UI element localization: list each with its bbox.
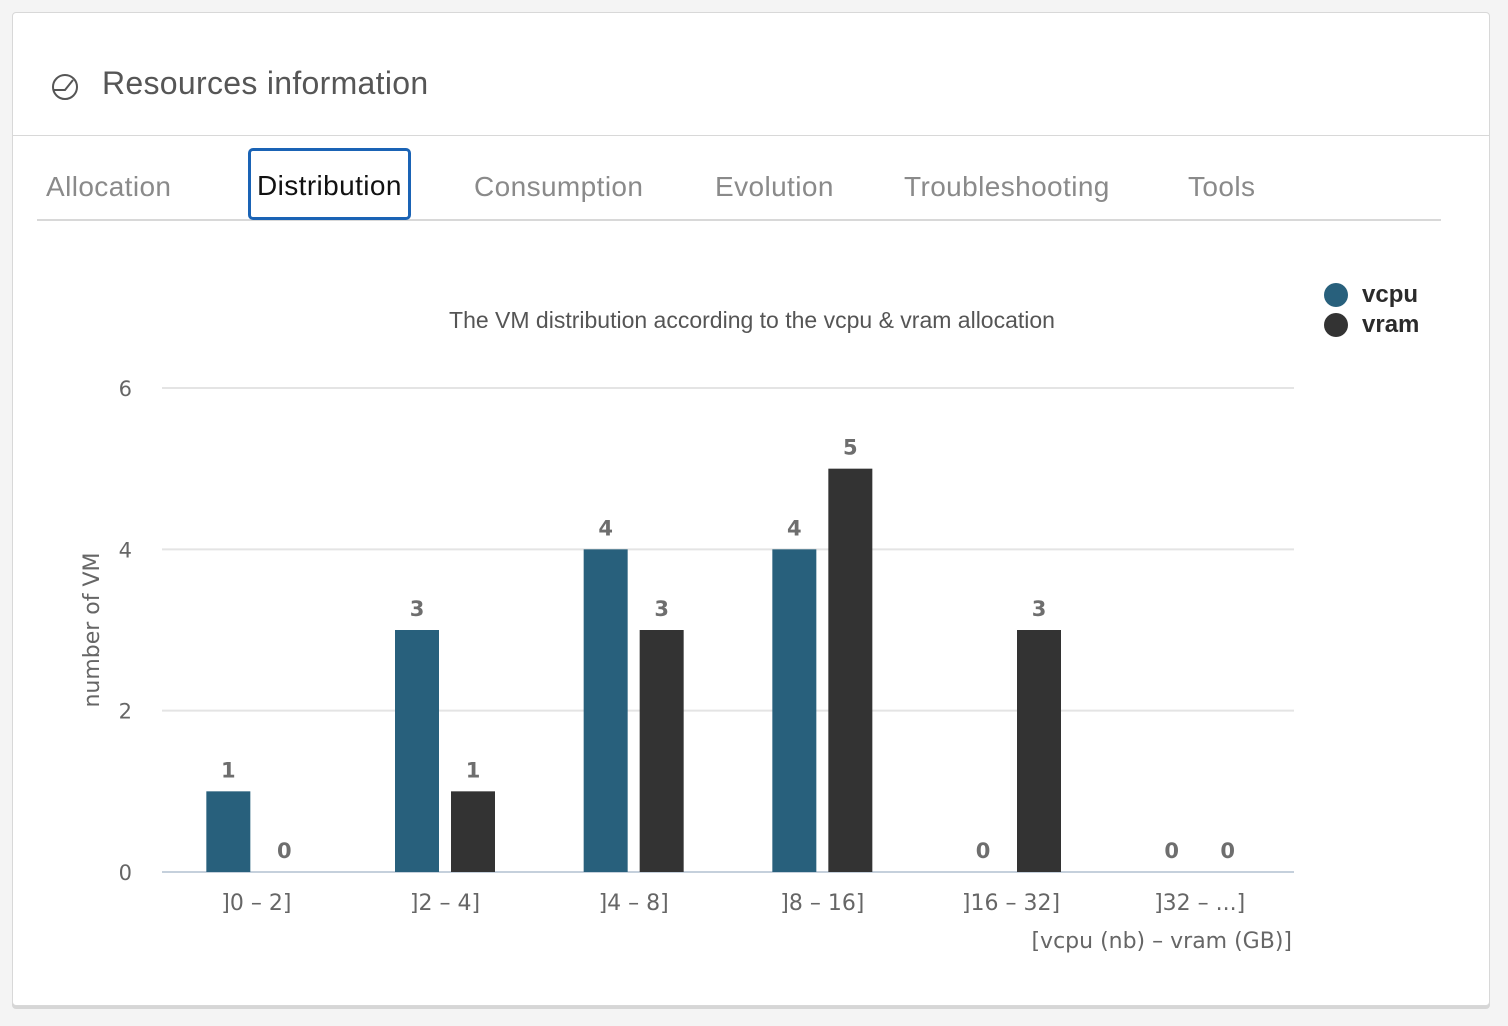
data-label-vram: 1 xyxy=(466,758,481,782)
legend-dot-vram xyxy=(1324,313,1348,337)
legend-item-vcpu[interactable]: vcpu xyxy=(1324,280,1419,310)
data-label-vcpu: 3 xyxy=(410,597,425,621)
bar-vram[interactable] xyxy=(1017,630,1061,872)
chart-legend: vcpu vram xyxy=(1324,280,1419,340)
x-tick-label: ]2 – 4] xyxy=(410,891,480,916)
chart-title: The VM distribution according to the vcp… xyxy=(449,307,1055,333)
x-tick-label: ]0 – 2] xyxy=(221,891,291,916)
bar-vram[interactable] xyxy=(828,468,873,872)
legend-item-vram[interactable]: vram xyxy=(1324,310,1419,340)
bar-vcpu[interactable] xyxy=(395,630,439,872)
tab-troubleshooting[interactable]: Troubleshooting xyxy=(904,171,1110,202)
x-tick-label: ]32 – ...] xyxy=(1154,891,1245,916)
data-label-vcpu: 4 xyxy=(787,516,802,540)
x-tick-label: ]16 – 32] xyxy=(962,891,1060,916)
legend-label-vram: vram xyxy=(1362,311,1420,338)
y-tick-label: 2 xyxy=(119,700,132,724)
tab-evolution[interactable]: Evolution xyxy=(715,171,834,202)
data-label-vcpu: 0 xyxy=(976,839,991,863)
legend-dot-vcpu xyxy=(1324,283,1348,307)
bar-vram[interactable] xyxy=(639,630,684,872)
tab-consumption[interactable]: Consumption xyxy=(474,171,644,202)
data-label-vcpu: 0 xyxy=(1164,839,1179,863)
resources-card: Resources information xyxy=(12,12,1490,1006)
y-tick-label: 0 xyxy=(119,861,132,885)
y-tick-label: 4 xyxy=(119,538,132,562)
bar-vcpu[interactable] xyxy=(772,549,817,872)
legend-label-vcpu: vcpu xyxy=(1362,281,1419,308)
tab-distribution[interactable]: Distribution xyxy=(248,148,411,220)
data-label-vram: 0 xyxy=(1220,839,1235,863)
data-label-vcpu: 4 xyxy=(598,516,613,540)
y-tick-label: 6 xyxy=(119,377,132,401)
data-label-vram: 3 xyxy=(654,597,669,621)
data-label-vram: 5 xyxy=(843,436,858,460)
card-header: Resources information xyxy=(13,13,1489,136)
data-label-vram: 3 xyxy=(1032,597,1047,621)
tab-tools[interactable]: Tools xyxy=(1188,171,1256,202)
data-label-vcpu: 1 xyxy=(221,758,236,782)
data-label-vram: 0 xyxy=(277,839,292,863)
x-tick-label: ]4 – 8] xyxy=(599,891,669,916)
bar-vram[interactable] xyxy=(451,791,495,872)
pie-chart-icon xyxy=(52,74,78,100)
bar-vcpu[interactable] xyxy=(583,549,628,872)
x-axis-title: [vcpu (nb) – vram (GB)] xyxy=(1031,929,1292,954)
bar-vcpu[interactable] xyxy=(206,791,251,872)
x-tick-label: ]8 – 16] xyxy=(780,891,864,916)
tab-allocation[interactable]: Allocation xyxy=(46,171,172,202)
y-axis-title: number of VM xyxy=(80,552,105,707)
page-title: Resources information xyxy=(102,65,429,101)
tab-bar: Allocation Distribution Consumption Evol… xyxy=(37,148,1441,221)
